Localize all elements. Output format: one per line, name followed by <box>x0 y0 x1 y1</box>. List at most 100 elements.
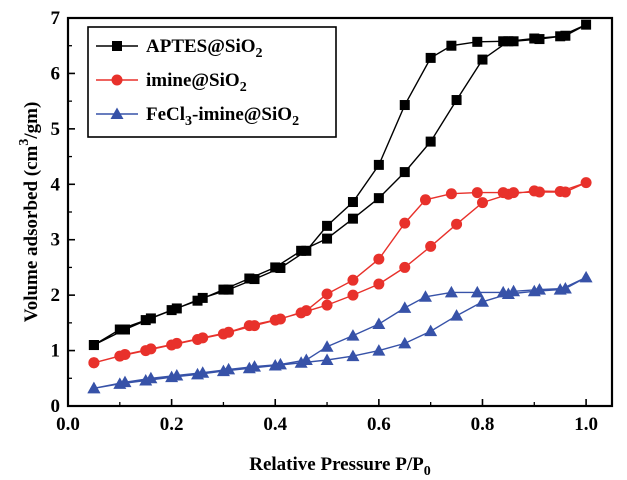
data-point <box>444 285 458 298</box>
data-point <box>398 301 412 313</box>
data-point <box>322 220 333 231</box>
data-point <box>346 329 360 341</box>
legend-box <box>87 26 337 138</box>
data-point <box>373 278 385 290</box>
series-2 <box>88 177 592 369</box>
data-point <box>196 366 210 378</box>
legend-marker <box>110 107 124 119</box>
data-point <box>425 136 436 147</box>
data-point <box>534 34 545 45</box>
y-tick-label: 7 <box>51 8 61 29</box>
data-point <box>508 187 520 199</box>
x-axis-label: Relative Pressure P/P0 <box>249 454 430 479</box>
x-tick-label: 0.8 <box>471 414 495 435</box>
series-line <box>93 276 587 389</box>
data-point <box>145 343 157 355</box>
legend-entry: imine@SiO2 <box>96 70 247 95</box>
data-point <box>347 213 358 224</box>
data-point <box>119 324 130 335</box>
data-point <box>418 290 432 302</box>
data-point <box>475 295 489 307</box>
data-point <box>498 36 509 47</box>
data-point <box>321 288 333 300</box>
y-tick-label: 5 <box>51 119 61 140</box>
data-point <box>320 340 334 352</box>
data-point <box>446 40 457 51</box>
y-tick-label: 4 <box>51 174 61 195</box>
data-point <box>503 36 514 47</box>
data-point <box>119 348 131 360</box>
data-point <box>451 218 463 230</box>
data-point <box>532 283 546 295</box>
data-point <box>399 217 411 229</box>
data-point <box>472 36 483 47</box>
data-point <box>171 303 182 314</box>
data-point <box>558 281 572 294</box>
y-tick-label: 3 <box>51 230 61 251</box>
data-point <box>88 357 100 369</box>
axis-ticks: 0.0 0.2 0.4 0.6 0.8 1.0 0 1 2 3 4 5 6 7 <box>51 8 598 435</box>
data-point <box>399 167 410 178</box>
data-point <box>320 353 334 365</box>
x-tick-label: 0.6 <box>367 414 391 435</box>
data-point <box>497 187 509 199</box>
data-point <box>197 332 209 344</box>
data-point <box>300 305 312 317</box>
data-point <box>424 324 438 337</box>
data-point <box>529 33 540 44</box>
data-point <box>248 360 262 372</box>
legend-marker <box>112 41 122 51</box>
data-point <box>273 357 287 370</box>
data-point <box>346 349 360 362</box>
x-tick-label: 0.0 <box>56 414 80 435</box>
data-point <box>88 340 99 351</box>
data-point <box>299 353 313 365</box>
data-point <box>301 245 312 256</box>
data-point <box>476 197 488 209</box>
data-point <box>140 315 151 326</box>
data-point <box>555 31 566 42</box>
data-point <box>533 186 545 198</box>
data-point <box>580 177 592 189</box>
legend-entry: FeCl3-imine@SiO2 <box>96 104 299 129</box>
data-point <box>223 326 235 338</box>
data-point <box>560 30 571 41</box>
series-3 <box>87 270 593 394</box>
data-point <box>372 344 386 356</box>
data-point <box>321 299 333 311</box>
data-point <box>166 305 177 316</box>
data-point <box>419 194 431 206</box>
data-point <box>347 274 359 286</box>
data-point <box>399 100 410 111</box>
data-point <box>373 253 385 265</box>
data-point <box>507 284 521 297</box>
data-point <box>581 19 592 30</box>
data-point <box>223 284 234 295</box>
data-point <box>425 240 437 252</box>
data-point <box>171 337 183 349</box>
y-tick-label: 6 <box>51 63 61 84</box>
data-point <box>192 295 203 306</box>
x-tick-label: 1.0 <box>574 414 598 435</box>
data-point <box>471 187 483 199</box>
data-point <box>470 285 484 298</box>
data-point <box>451 95 462 106</box>
data-point <box>118 375 132 388</box>
data-point <box>244 273 255 284</box>
data-point <box>145 313 156 324</box>
y-tick-label: 0 <box>51 396 61 417</box>
data-point <box>398 336 412 349</box>
plot-marks <box>87 19 593 394</box>
data-point <box>218 284 229 295</box>
y-axis-label: Volume adsorbed (cm3/gm) <box>17 102 42 323</box>
data-point <box>197 292 208 303</box>
data-point <box>170 369 184 381</box>
legend-label: imine@SiO2 <box>146 70 247 95</box>
data-point <box>144 371 158 384</box>
series-1 <box>88 19 592 351</box>
data-point <box>270 262 281 273</box>
x-tick-label: 0.4 <box>263 414 287 435</box>
data-point <box>275 262 286 273</box>
data-point <box>372 317 386 329</box>
